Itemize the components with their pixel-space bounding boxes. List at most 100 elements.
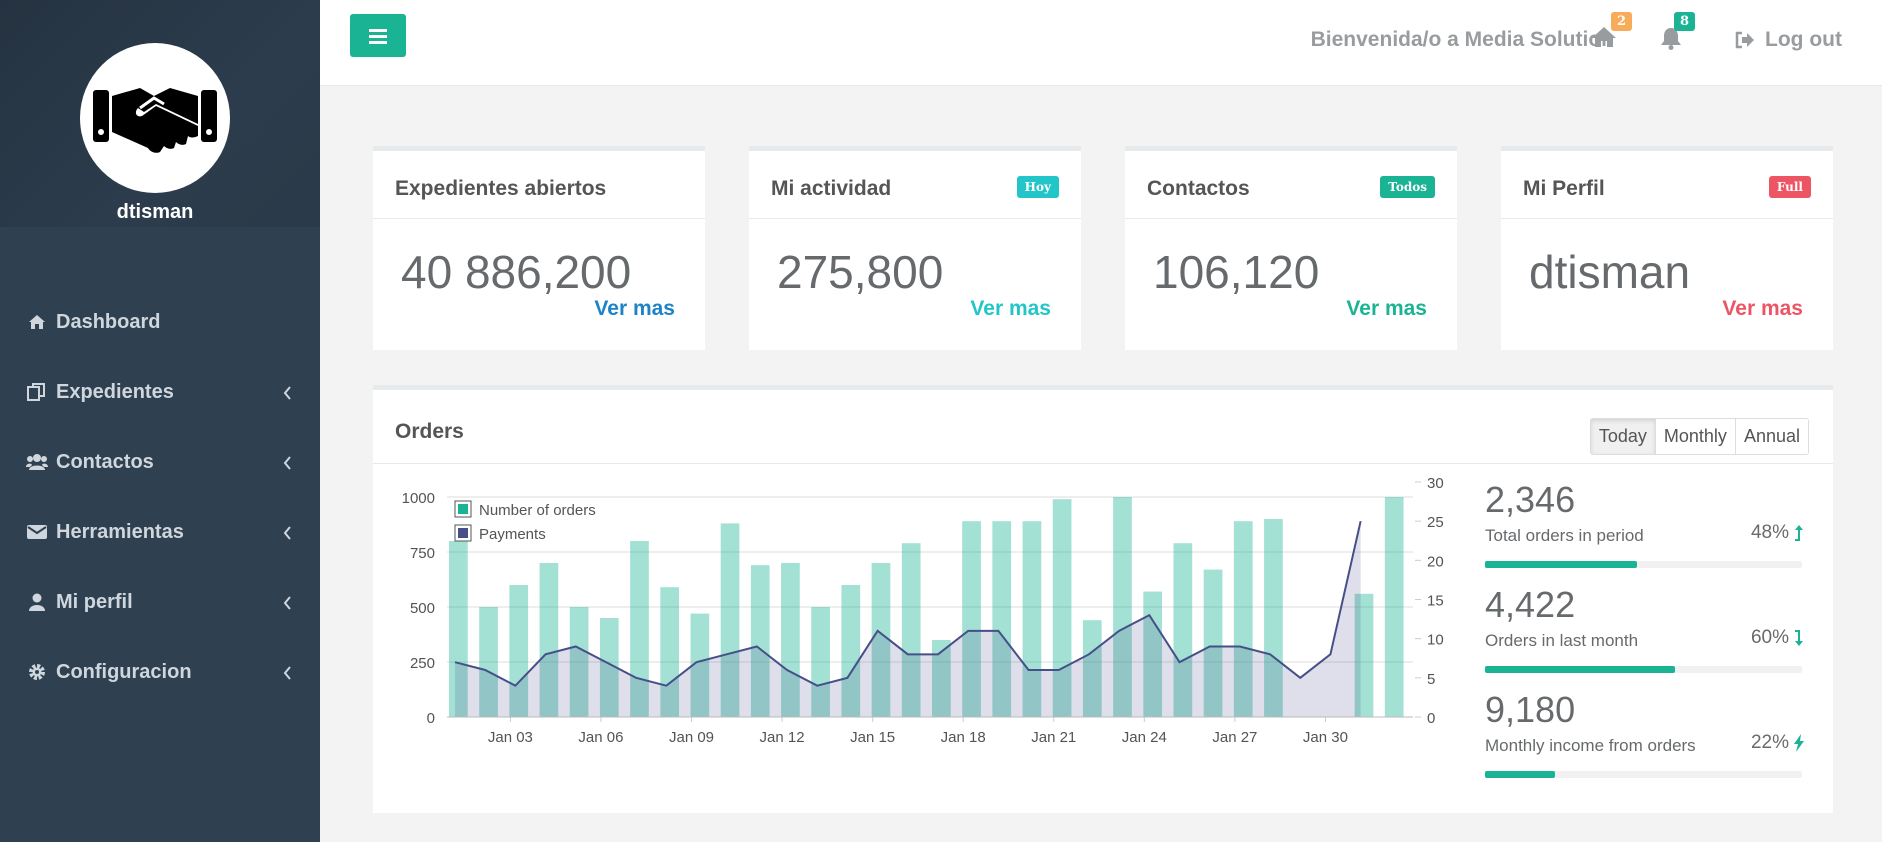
sidebar-item-label: Contactos <box>56 450 154 473</box>
username: dtisman <box>116 201 194 223</box>
payments-line <box>454 520 1362 687</box>
ver-mas-link[interactable]: Ver mas <box>594 297 675 320</box>
avatar[interactable] <box>80 43 230 193</box>
gear-icon <box>26 662 48 682</box>
widget-title: Mi Perfil <box>1523 177 1605 200</box>
orders-bar <box>1082 620 1102 717</box>
level-up-icon <box>1795 525 1803 541</box>
x-tick-label: Jan 12 <box>760 729 805 746</box>
orders-bar <box>1173 543 1193 717</box>
payments-area <box>455 521 1361 717</box>
orders-title: Orders <box>395 420 464 443</box>
orders-bar <box>932 640 951 717</box>
legend-label: Payments <box>479 526 546 543</box>
stat-percent: 48% <box>1751 522 1805 544</box>
y-right-tick-label: 20 <box>1427 553 1444 570</box>
legend-swatch <box>458 504 468 514</box>
stat-last-month: 4,422 Orders in last month 60% <box>1485 584 1805 694</box>
stat-value: 2,346 <box>1485 479 1576 520</box>
label-badge: Hoy <box>1016 176 1059 198</box>
ver-mas-link[interactable]: Ver mas <box>1346 297 1427 320</box>
y-right-tick-label: 30 <box>1427 475 1444 492</box>
orders-bar <box>690 613 710 717</box>
bell-icon <box>1661 28 1681 50</box>
label-badge: Todos <box>1380 176 1435 198</box>
orders-bar <box>449 541 468 717</box>
annual-button[interactable]: Annual <box>1734 419 1808 454</box>
orders-chart: 0 250 500 750 1000 0 5 10 15 20 25 30 Jan 03 Jan 06 Ja… <box>402 475 1444 746</box>
widget-title: Expedientes abiertos <box>395 177 607 200</box>
logout-label: Log out <box>1765 28 1842 51</box>
y-left-tick-label: 500 <box>410 600 435 617</box>
x-tick-label: Jan 09 <box>669 729 714 746</box>
sidebar-item-label: Mi perfil <box>56 590 133 613</box>
chevron-left-icon <box>283 453 292 476</box>
sidebar-item-configuracion[interactable]: Configuracion <box>0 637 320 707</box>
handshake-icon <box>93 88 217 153</box>
orders-panel: Orders Today Monthly Annual 0 250 500 750 10… <box>373 385 1833 813</box>
orders-bar <box>1264 519 1283 717</box>
x-tick-label: Jan 15 <box>850 729 895 746</box>
sidebar-item-label: Configuracion <box>56 660 192 683</box>
x-tick-label: Jan 03 <box>488 729 533 746</box>
y-left-tick-label: 0 <box>427 710 435 727</box>
x-tick-label: Jan 24 <box>1122 729 1167 746</box>
stat-percent: 22% <box>1751 732 1805 754</box>
chevron-left-icon <box>283 663 292 686</box>
orders-bar <box>1113 497 1132 717</box>
orders-bar <box>1233 521 1253 717</box>
y-right-tick-label: 15 <box>1427 593 1444 610</box>
ver-mas-link[interactable]: Ver mas <box>970 297 1051 320</box>
legend-swatch <box>458 528 468 538</box>
widget-value: 106,120 <box>1153 246 1320 298</box>
home-notifications[interactable]: 2 <box>1591 12 1633 53</box>
widget-expedientes: Expedientes abiertos 40 886,200 Ver mas <box>373 146 705 350</box>
ver-mas-link[interactable]: Ver mas <box>1722 297 1803 320</box>
bars-icon <box>369 28 387 44</box>
orders-bar <box>539 563 559 717</box>
stat-value: 4,422 <box>1485 584 1576 625</box>
y-right-tick-label: 5 <box>1427 671 1435 688</box>
chevron-left-icon <box>283 593 292 616</box>
order-stats: 2,346 Total orders in period 48% 4,422 O… <box>1485 479 1805 799</box>
stat-label: Monthly income from orders <box>1485 736 1696 755</box>
stat-progress-fill <box>1485 771 1555 778</box>
legend-label: Number of orders <box>479 502 596 519</box>
logout-button[interactable]: Log out <box>1735 28 1842 52</box>
today-button[interactable]: Today <box>1590 419 1655 454</box>
orders-bar <box>992 521 1012 717</box>
orders-bar <box>569 607 589 717</box>
sidebar: dtisman Dashboard Expedientes Contactos <box>0 0 320 842</box>
widget-title: Contactos <box>1147 177 1250 200</box>
sign-out-icon <box>1735 31 1755 49</box>
bell-notifications[interactable]: 8 <box>1660 12 1696 55</box>
sidebar-item-label: Herramientas <box>56 520 184 543</box>
orders-bar <box>841 585 861 717</box>
sidebar-item-expedientes[interactable]: Expedientes <box>0 357 320 427</box>
profile-header: dtisman <box>0 0 320 227</box>
y-right-tick-label: 0 <box>1427 710 1435 727</box>
sidebar-item-mi-perfil[interactable]: Mi perfil <box>0 567 320 637</box>
stat-progress-bar <box>1485 771 1802 778</box>
stat-progress-fill <box>1485 666 1676 673</box>
orders-bar <box>1384 497 1404 717</box>
orders-bar <box>871 563 891 717</box>
sidebar-item-dashboard[interactable]: Dashboard <box>0 287 320 357</box>
stat-label: Orders in last month <box>1485 631 1639 650</box>
widget-title: Mi actividad <box>771 177 892 200</box>
sidebar-item-contactos[interactable]: Contactos <box>0 427 320 497</box>
monthly-button[interactable]: Monthly <box>1654 419 1735 454</box>
menu-toggle-button[interactable] <box>350 14 406 57</box>
sidebar-item-herramientas[interactable]: Herramientas <box>0 497 320 567</box>
widget-actividad: Mi actividad Hoy 275,800 Ver mas <box>749 146 1081 350</box>
home-icon <box>1592 27 1616 47</box>
widget-perfil: Mi Perfil Full dtisman Ver mas <box>1501 146 1833 350</box>
home-badge: 2 <box>1611 12 1633 31</box>
bell-badge: 8 <box>1674 12 1696 31</box>
stat-progress-bar <box>1485 666 1802 673</box>
orders-bar <box>479 607 498 717</box>
orders-bar <box>630 541 649 717</box>
orders-bar <box>720 523 740 717</box>
x-tick-label: Jan 18 <box>941 729 986 746</box>
topbar: Bienvenida/o a Media Solution 2 8 Log ou… <box>320 0 1882 86</box>
